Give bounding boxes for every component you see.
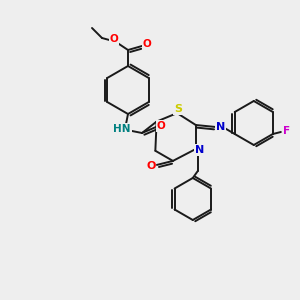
Text: O: O bbox=[142, 39, 152, 49]
Text: O: O bbox=[157, 121, 165, 131]
Text: F: F bbox=[283, 126, 290, 136]
Text: N: N bbox=[216, 122, 225, 132]
Text: N: N bbox=[195, 145, 204, 155]
Text: S: S bbox=[174, 104, 182, 114]
Text: HN: HN bbox=[113, 124, 131, 134]
Text: O: O bbox=[110, 34, 118, 44]
Text: O: O bbox=[146, 161, 156, 171]
